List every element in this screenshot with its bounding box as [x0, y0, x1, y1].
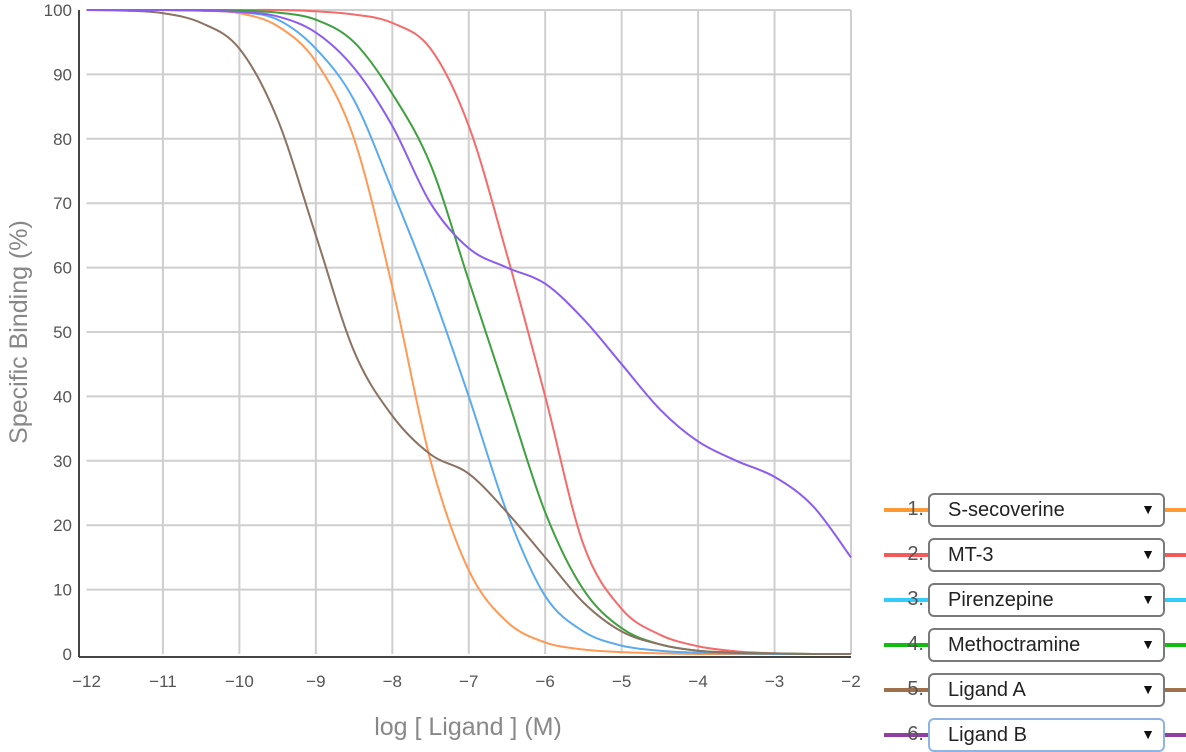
ligand-select-value: Ligand B	[948, 724, 1027, 746]
y-tick-label: 80	[53, 130, 72, 149]
ligand-select[interactable]: Pirenzepine ▼	[928, 583, 1165, 617]
legend-number: 2.	[907, 543, 924, 565]
legend-item: 3. Pirenzepine ▼	[884, 583, 1186, 617]
grid	[86, 9, 852, 654]
x-tick-label: −11	[149, 672, 177, 691]
triangle-down-icon: ▼	[1141, 501, 1155, 517]
triangle-down-icon: ▼	[1141, 546, 1155, 562]
ligand-select-value: S-secoverine	[948, 499, 1065, 521]
y-tick-label: 0	[63, 645, 72, 664]
legend-swatch	[1164, 643, 1186, 647]
x-axis-label: log [ Ligand ] (M)	[374, 713, 562, 741]
ligand-select-value: Pirenzepine	[948, 589, 1054, 611]
x-tick-label: −12	[72, 672, 101, 691]
legend-number: 4.	[907, 633, 924, 655]
x-tick-label: −2	[841, 672, 860, 691]
legend-swatch	[884, 733, 930, 737]
legend-swatch	[1164, 598, 1186, 602]
ligand-select[interactable]: Ligand A ▼	[928, 673, 1165, 707]
ligand-select-value: Methoctramine	[948, 634, 1081, 656]
legend-swatch	[1164, 508, 1186, 512]
y-tick-label: 10	[53, 581, 72, 600]
legend-number: 5.	[907, 678, 924, 700]
legend-swatch	[1164, 688, 1186, 692]
x-tick-label: −9	[306, 672, 325, 691]
legend-swatch	[1164, 733, 1186, 737]
legend-item: 4. Methoctramine ▼	[884, 628, 1186, 662]
legend-item: 5. Ligand A ▼	[884, 673, 1186, 707]
x-tick-label: −10	[225, 672, 254, 691]
x-tick-label: −4	[688, 672, 707, 691]
y-tick-label: 30	[53, 452, 72, 471]
legend-swatch	[884, 643, 930, 647]
axes: −12 −11 −10 −9 −8 −7 −6 −5 −4 −3 −2 0 10 20 30 40 50 60 70…	[44, 1, 860, 691]
triangle-down-icon: ▼	[1141, 681, 1155, 697]
y-tick-label: 20	[53, 516, 72, 535]
ligand-select-value: MT-3	[948, 544, 994, 566]
x-tick-label: −5	[612, 672, 631, 691]
triangle-down-icon: ▼	[1141, 591, 1155, 607]
x-tick-label: −3	[765, 672, 784, 691]
y-tick-label: 100	[44, 1, 72, 20]
y-tick-label: 50	[53, 323, 72, 342]
curves	[86, 8, 852, 656]
ligand-select-value: Ligand A	[948, 679, 1026, 701]
legend-number: 6.	[907, 723, 924, 745]
ligand-select[interactable]: Methoctramine ▼	[928, 628, 1165, 662]
legend-item: 6. Ligand B ▼	[884, 718, 1186, 752]
ligand-select[interactable]: Ligand B ▼	[928, 718, 1165, 752]
y-tick-label: 90	[53, 65, 72, 84]
ligand-select[interactable]: S-secoverine ▼	[928, 493, 1165, 527]
legend-number: 1.	[907, 498, 924, 520]
series-line-5	[86, 9, 852, 656]
legend-swatch	[884, 553, 930, 557]
legend-number: 3.	[907, 588, 924, 610]
ligand-select[interactable]: MT-3 ▼	[928, 538, 1165, 572]
legend-swatch	[1164, 553, 1186, 557]
legend-item: 1. S-secoverine ▼	[884, 493, 1186, 527]
legend-swatch	[884, 688, 930, 692]
triangle-down-icon: ▼	[1141, 636, 1155, 652]
series-line-6	[86, 8, 852, 558]
legend-swatch	[884, 508, 930, 512]
y-tick-label: 70	[53, 194, 72, 213]
triangle-down-icon: ▼	[1141, 726, 1155, 742]
x-tick-label: −6	[536, 672, 555, 691]
x-tick-label: −8	[383, 672, 402, 691]
x-tick-label: −7	[459, 672, 478, 691]
y-axis-label: Specific Binding (%)	[5, 220, 33, 444]
legend-item: 2. MT-3 ▼	[884, 538, 1186, 572]
y-tick-label: 60	[53, 259, 72, 278]
y-tick-label: 40	[53, 387, 72, 406]
legend-swatch	[884, 598, 930, 602]
binding-chart: −12 −11 −10 −9 −8 −7 −6 −5 −4 −3 −2 0 10 20 30 40 50 60 70…	[5, 1, 860, 741]
